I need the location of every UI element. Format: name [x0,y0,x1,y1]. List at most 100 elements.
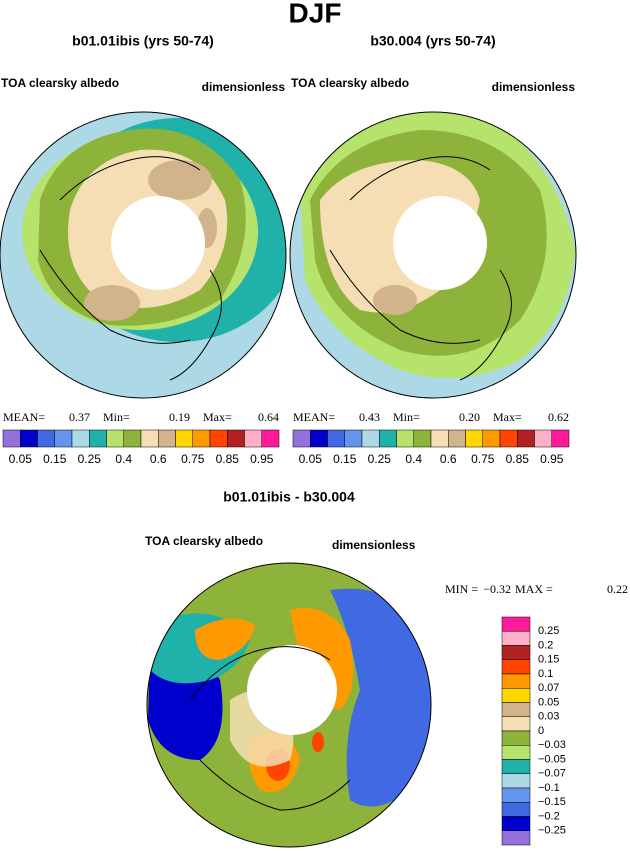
colorbar-label: −0.15 [538,796,566,808]
colorbar-box [327,429,345,448]
colorbar-label: −0.03 [538,739,566,751]
stat-label: MAX = [515,582,553,596]
stat-label: Min= [393,410,420,424]
colorbar-box [89,429,107,448]
colorbar-box [430,429,449,448]
colorbar-box [534,429,552,448]
colorbar-label: 0.4 [405,452,422,466]
colorbar-label: 0.25 [538,625,559,637]
colorbar-box [54,429,73,448]
colorbar-box [396,429,414,448]
colorbar-box [123,429,142,448]
colorbar-box [501,773,531,789]
stat-value: 0.19 [169,410,190,424]
colorbar-box [501,830,531,846]
colorbar-label: 0.15 [538,654,559,666]
variable-label: TOA clearsky albedo [291,76,409,90]
colorbar-label: 0.75 [181,452,205,466]
colorbar-label: 0.03 [538,711,559,723]
map-difference [147,563,431,847]
colorbar-box [261,429,280,448]
variable-label: TOA clearsky albedo [1,76,119,90]
colorbar-label: 0 [538,725,544,737]
stat-label: MEAN= [293,410,335,424]
colorbar-box [448,429,466,448]
colorbar-box [551,429,570,448]
colorbar-label: 0.95 [540,452,564,466]
colorbar-box [501,645,531,660]
colorbar-box [501,787,531,803]
colorbar-box [501,745,531,760]
colorbar-label: 0.25 [78,452,102,466]
colorbar-box [209,429,228,448]
stat-value: −0.32 [483,582,511,596]
colorbar-box [501,759,531,774]
stat-value: 0.64 [258,410,279,424]
stat-label: Min= [103,410,130,424]
colorbar-label: 0.1 [538,668,553,680]
colorbar-label: 0.15 [333,452,357,466]
variable-label: TOA clearsky albedo [145,534,263,548]
stat-value: 0.43 [359,410,380,424]
panel-title: b01.01ibis (yrs 50-74) [72,33,214,49]
colorbar-box [501,659,531,675]
colorbar-box [501,702,531,717]
colorbar-label: −0.2 [538,810,560,822]
colorbar-box [106,429,124,448]
colorbar-box [501,631,531,646]
stat-label: MEAN= [3,410,45,424]
colorbar-label: 0.6 [440,452,457,466]
colorbar-label: 0.95 [250,452,274,466]
colorbar-label: 0.05 [9,452,33,466]
colorbar-box [227,429,245,448]
colorbar-box [499,429,518,448]
colorbar-label: 0.75 [471,452,495,466]
units-label: dimensionless [332,538,416,552]
colorbar-box [379,429,397,448]
colorbar-label: 0.2 [538,639,553,651]
colorbar-label: 0.07 [538,682,559,694]
map-right [290,112,576,398]
colorbar-box [501,730,531,746]
colorbar-box [361,429,380,448]
colorbar-label: 0.05 [299,452,323,466]
colorbar-box [37,429,55,448]
colorbar-box [344,429,363,448]
colorbar-box [175,429,193,448]
colorbar-box [501,816,531,831]
colorbar-box [192,429,211,448]
colorbar-label: −0.25 [538,825,566,837]
colorbar-box [465,429,483,448]
colorbar-label: 0.85 [506,452,530,466]
colorbar-box [292,429,311,448]
figure-title: DJF [289,0,342,28]
colorbar-box [71,429,90,448]
colorbar-label: 0.15 [43,452,67,466]
colorbar-label: −0.07 [538,768,566,780]
colorbar-box [501,688,531,703]
panel-title: b01.01ibis - b30.004 [223,489,355,505]
stat-value: 0.62 [548,410,569,424]
colorbar-label: −0.05 [538,753,566,765]
colorbar-box [501,673,531,689]
colorbar-label: 0.6 [150,452,167,466]
colorbar-box [501,802,531,817]
colorbar-box [501,616,531,632]
stat-label: MIN = [445,582,478,596]
stat-value: 0.37 [69,410,90,424]
units-label: dimensionless [202,80,286,94]
map-left [0,112,286,398]
colorbar-label: 0.25 [368,452,392,466]
colorbar-label: −0.1 [538,782,560,794]
units-label: dimensionless [492,80,576,94]
panel-title: b30.004 (yrs 50-74) [370,33,495,49]
stat-value: 0.20 [459,410,480,424]
colorbar-box [2,429,21,448]
stat-label: Max= [493,410,522,424]
colorbar-box [158,429,176,448]
colorbar-label: 0.85 [216,452,240,466]
colorbar-label: 0.4 [115,452,132,466]
colorbar-box [517,429,535,448]
colorbar-box [482,429,501,448]
